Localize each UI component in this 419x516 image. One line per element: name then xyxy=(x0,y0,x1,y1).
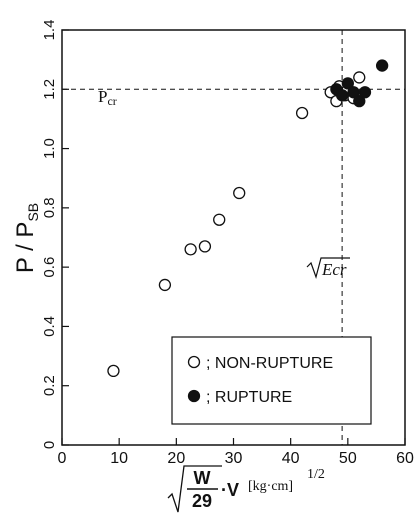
legend: ; NON-RUPTURE ; RUPTURE xyxy=(171,336,372,425)
x-tick-label: 40 xyxy=(282,450,300,467)
legend-open-marker xyxy=(187,355,201,369)
y-tick-label: 1.2 xyxy=(41,79,58,100)
legend-filled-marker xyxy=(187,389,201,403)
x-tick-label: 50 xyxy=(339,450,357,467)
x-tick-label: 30 xyxy=(225,450,243,467)
x-axis-label-numerator: W xyxy=(194,468,211,488)
y-tick-label: 0.6 xyxy=(41,257,58,278)
pcr-label: Pcr xyxy=(98,87,117,108)
y-axis-label-main: P / P xyxy=(12,222,39,274)
y-tick-label: 0 xyxy=(41,441,58,449)
y-tick-label: 0.4 xyxy=(41,316,58,337)
x-axis-label-mult: ·V xyxy=(221,480,239,500)
ecr-sqrt-sign xyxy=(306,257,350,280)
y-axis-label-text: P / PSB xyxy=(12,203,41,273)
legend-entry-rupture: ; RUPTURE xyxy=(206,389,292,406)
y-tick-label: 0.2 xyxy=(41,375,58,396)
non-rupture-point xyxy=(233,186,246,200)
rupture-point xyxy=(353,94,366,108)
x-axis-ticks: 0 10 20 30 40 50 60 xyxy=(58,438,414,467)
non-rupture-point xyxy=(198,240,212,253)
y-tick-label: 1.0 xyxy=(41,138,58,159)
ecr-label: Ecr xyxy=(306,257,350,280)
x-axis-label-unit: [kg·cm] xyxy=(248,479,293,494)
rupture-point xyxy=(375,59,389,72)
ecr-label-text: Ecr xyxy=(321,260,347,279)
x-axis-label-exponent: 1/2 xyxy=(307,467,325,482)
x-tick-label: 10 xyxy=(110,450,128,467)
x-tick-label: 20 xyxy=(167,450,185,467)
non-rupture-point xyxy=(353,71,366,84)
x-axis-sqrt-sign xyxy=(167,465,222,513)
non-rupture-point xyxy=(158,278,172,292)
x-axis-label: W 29 ·V [kg·cm] 1/2 xyxy=(167,465,325,513)
non-rupture-point xyxy=(107,364,120,378)
y-axis-label: P / PSB xyxy=(12,203,41,273)
pcr-label-sub: cr xyxy=(107,94,116,108)
y-axis-ticks: 0 0.2 0.4 0.6 0.8 1.0 1.2 1.4 xyxy=(41,20,69,449)
x-tick-label: 0 xyxy=(58,450,67,467)
x-tick-label: 60 xyxy=(396,450,414,467)
rupture-point xyxy=(335,89,349,102)
y-tick-label: 0.8 xyxy=(41,197,58,218)
legend-box xyxy=(171,336,372,425)
rupture-point xyxy=(358,86,372,99)
y-tick-label: 1.4 xyxy=(41,20,58,41)
rupture-point xyxy=(341,77,354,90)
non-rupture-point xyxy=(295,106,309,120)
non-rupture-point xyxy=(213,213,226,226)
x-axis-label-denominator: 29 xyxy=(192,491,212,511)
y-axis-label-sub: SB xyxy=(25,203,41,222)
data-points xyxy=(107,59,389,378)
non-rupture-point xyxy=(184,243,197,256)
legend-entry-non-rupture: ; NON-RUPTURE xyxy=(206,355,333,372)
